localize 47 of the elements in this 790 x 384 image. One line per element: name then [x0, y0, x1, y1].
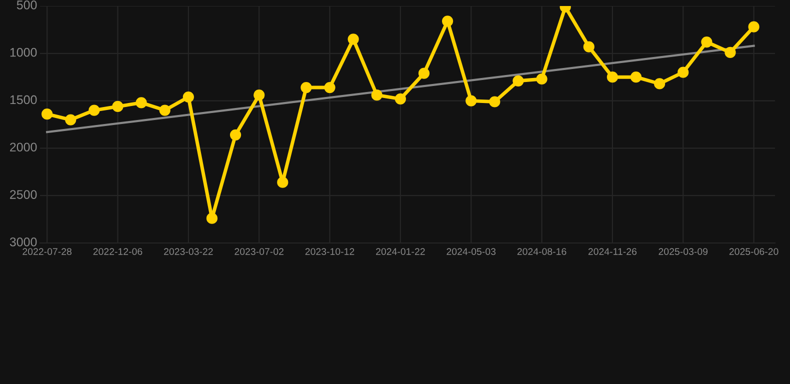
point	[277, 176, 288, 188]
x-tick-label: 2023-03-22	[164, 248, 213, 255]
x-tick-label: 2025-06-20	[729, 248, 778, 255]
point	[112, 100, 124, 112]
point	[88, 104, 100, 116]
point	[442, 16, 454, 27]
point	[182, 91, 194, 103]
point	[324, 82, 336, 94]
x-tick-label: 2024-11-26	[588, 248, 637, 255]
point	[724, 46, 736, 58]
x-tick-label: 2022-12-06	[93, 248, 142, 255]
point	[348, 34, 359, 45]
point	[136, 97, 147, 108]
y-tick-label: 500	[16, 0, 37, 10]
x-tick-label: 2023-10-12	[305, 248, 354, 255]
x-tick-label: 2022-07-28	[22, 248, 72, 255]
point	[65, 114, 76, 126]
point	[206, 212, 218, 224]
point	[371, 90, 382, 101]
point	[466, 95, 477, 106]
point	[512, 75, 524, 86]
point	[536, 73, 548, 85]
point	[678, 66, 689, 78]
x-tick-label: 2025-03-09	[658, 248, 708, 255]
y-tick-label: 3000	[10, 238, 37, 246]
x-tick-label: 2024-01-22	[376, 248, 425, 255]
point	[300, 82, 312, 94]
point	[654, 78, 666, 90]
point	[230, 129, 242, 140]
y-tick-label: 1000	[10, 48, 37, 57]
y-tick-label: 2000	[10, 142, 37, 152]
point	[489, 96, 500, 108]
y-tick-label: 1500	[10, 95, 37, 104]
point	[418, 68, 430, 79]
x-tick-label: 2024-05-03	[446, 248, 496, 255]
point	[394, 93, 406, 104]
point	[159, 104, 170, 116]
point	[748, 21, 760, 32]
point	[701, 36, 712, 48]
x-tick-label: 2024-08-16	[517, 248, 566, 255]
point	[42, 108, 53, 120]
point	[606, 72, 618, 83]
point	[254, 90, 265, 101]
point	[583, 41, 594, 52]
point	[630, 72, 642, 83]
x-tick-label: 2023-07-02	[234, 248, 284, 255]
y-tick-label: 2500	[10, 190, 37, 199]
